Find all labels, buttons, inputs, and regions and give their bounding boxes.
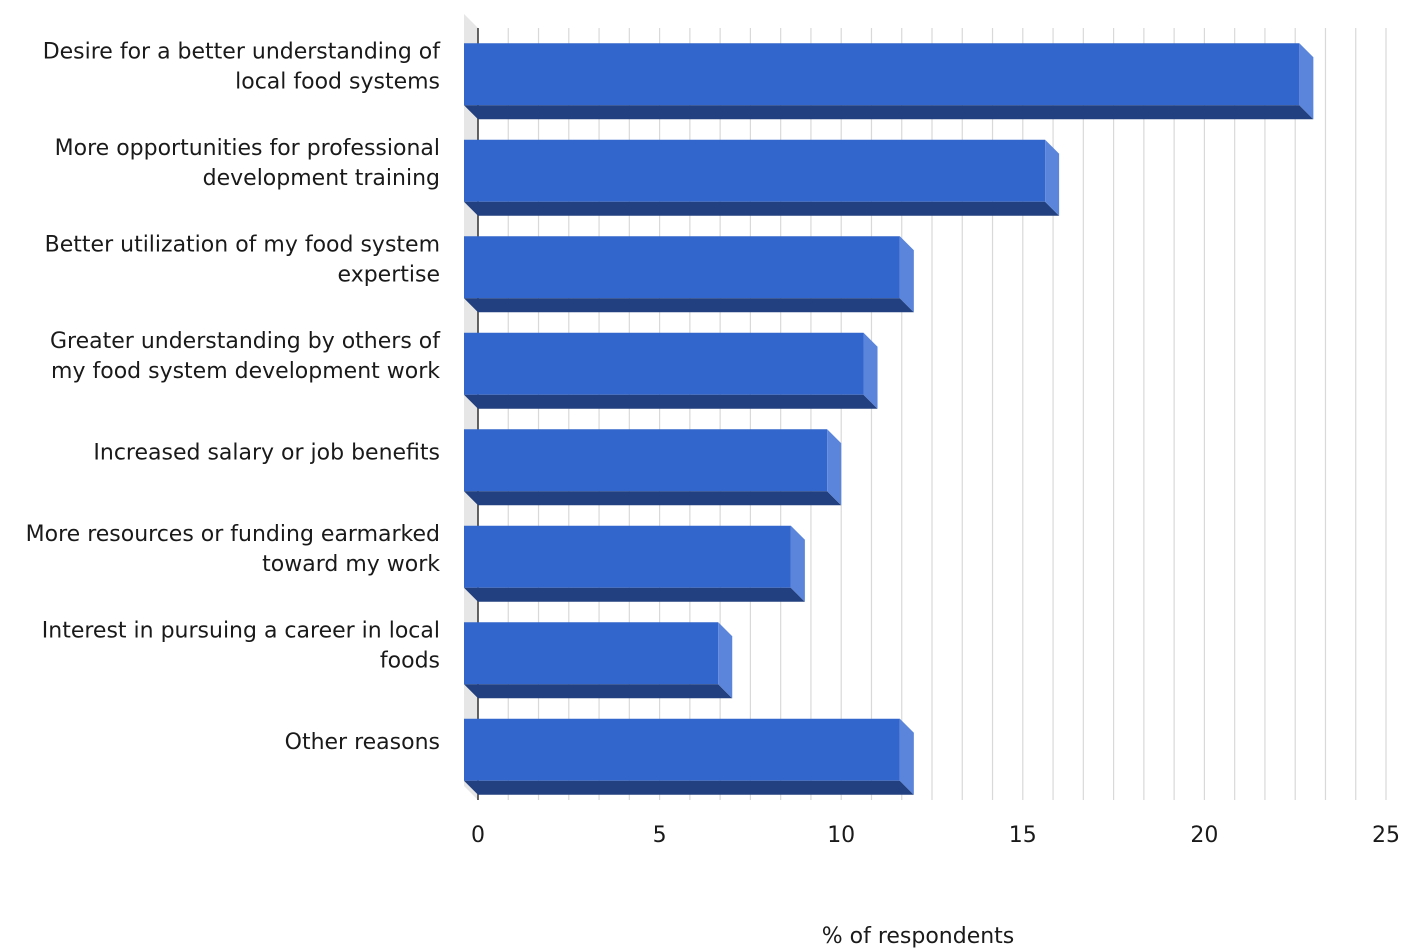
x-tick-label: 25 bbox=[1372, 823, 1400, 848]
bar-front bbox=[464, 718, 900, 781]
category-label-line: More opportunities for professional bbox=[55, 136, 440, 161]
tick-labels-layer: 0 5 10 15 20 25 bbox=[471, 823, 1400, 848]
x-tick-label: 10 bbox=[827, 823, 855, 848]
bars-layer bbox=[464, 43, 1314, 795]
category-label: Desire for a better understanding of loca… bbox=[43, 39, 442, 94]
category-label-line: toward my work bbox=[262, 552, 440, 577]
category-labels-layer: Desire for a better understanding of loca… bbox=[26, 39, 442, 755]
bar-front bbox=[464, 525, 791, 588]
bar-bottom bbox=[464, 298, 914, 313]
bar-side bbox=[1045, 139, 1060, 216]
category-label: Other reasons bbox=[285, 730, 440, 755]
bar-side bbox=[863, 332, 878, 409]
x-tick-label: 20 bbox=[1190, 823, 1218, 848]
category-label-line: Better utilization of my food system bbox=[45, 232, 440, 257]
bar-side bbox=[899, 718, 914, 795]
bar-side bbox=[827, 429, 842, 506]
bar-bottom bbox=[464, 491, 842, 506]
category-label: Greater understanding by others of my foo… bbox=[50, 329, 441, 384]
bar-bottom bbox=[464, 780, 914, 795]
category-label-line: development training bbox=[203, 166, 440, 191]
bar bbox=[464, 236, 914, 313]
category-label-line: local food systems bbox=[235, 69, 440, 94]
bar bbox=[464, 525, 805, 602]
category-label-line: Desire for a better understanding of bbox=[43, 39, 442, 64]
category-label-line: Increased salary or job benefits bbox=[93, 440, 440, 465]
category-label: Interest in pursuing a career in local fo… bbox=[42, 618, 440, 673]
bar-side bbox=[899, 236, 914, 313]
bar-side bbox=[1299, 43, 1314, 120]
x-tick-label: 15 bbox=[1009, 823, 1037, 848]
category-label: More resources or funding earmarked towar… bbox=[26, 522, 441, 577]
bar-front bbox=[464, 139, 1046, 202]
bar-front bbox=[464, 332, 864, 395]
category-label-line: Greater understanding by others of bbox=[50, 329, 441, 354]
bar-bottom bbox=[464, 105, 1314, 120]
bar-side bbox=[718, 622, 733, 699]
category-label-line: expertise bbox=[338, 262, 440, 287]
bar-front bbox=[464, 429, 828, 492]
category-label-line: my food system development work bbox=[51, 359, 440, 384]
bar-bottom bbox=[464, 587, 805, 602]
bar-bottom bbox=[464, 394, 878, 409]
category-label-line: Interest in pursuing a career in local bbox=[42, 618, 440, 643]
bar-bottom bbox=[464, 201, 1060, 216]
bar-front bbox=[464, 43, 1300, 106]
category-label: Better utilization of my food system expe… bbox=[45, 232, 440, 287]
x-tick-label: 0 bbox=[471, 823, 485, 848]
bar bbox=[464, 139, 1060, 216]
bar-bottom bbox=[464, 684, 733, 699]
bar bbox=[464, 622, 733, 699]
x-tick-label: 5 bbox=[653, 823, 667, 848]
bar bbox=[464, 718, 914, 795]
bar bbox=[464, 332, 878, 409]
bar-front bbox=[464, 236, 900, 299]
category-label-line: foods bbox=[380, 648, 440, 673]
bar bbox=[464, 43, 1314, 120]
category-label: More opportunities for professional devel… bbox=[55, 136, 440, 191]
bar-front bbox=[464, 622, 719, 685]
category-label-line: Other reasons bbox=[285, 730, 440, 755]
bar-side bbox=[790, 525, 805, 602]
x-axis-title: % of respondents bbox=[822, 924, 1015, 949]
category-label-line: More resources or funding earmarked bbox=[26, 522, 440, 547]
bar bbox=[464, 429, 842, 506]
category-label: Increased salary or job benefits bbox=[93, 440, 440, 465]
